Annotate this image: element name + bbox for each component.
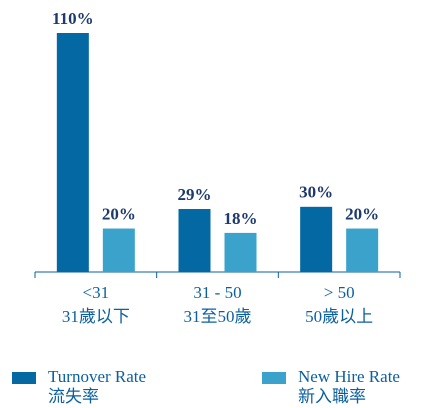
bar [346, 228, 379, 272]
value-label: 20% [345, 204, 379, 223]
bar [56, 33, 89, 272]
value-label: 20% [102, 204, 136, 223]
legend-label: 新入職率 [298, 387, 366, 406]
x-tick-label: 31歲以下 [62, 307, 130, 326]
bar [102, 228, 135, 272]
x-tick-label: 31至50歲 [184, 307, 252, 326]
bar [300, 206, 333, 272]
bar [224, 232, 257, 272]
legend-label: New Hire Rate [298, 367, 400, 386]
value-label: 18% [224, 209, 258, 228]
value-label: 110% [52, 9, 94, 28]
legend-label: Turnover Rate [48, 367, 146, 386]
x-tick-label: 50歲以上 [305, 307, 373, 326]
x-tick-label: > 50 [324, 283, 355, 302]
bar [178, 208, 211, 272]
value-label: 30% [299, 183, 333, 202]
legend-swatch [12, 372, 36, 384]
legend-label: 流失率 [48, 387, 99, 406]
value-label: 29% [178, 185, 212, 204]
x-tick-label: <31 [83, 283, 110, 302]
x-tick-label: 31 - 50 [193, 283, 241, 302]
legend-swatch [262, 372, 286, 384]
